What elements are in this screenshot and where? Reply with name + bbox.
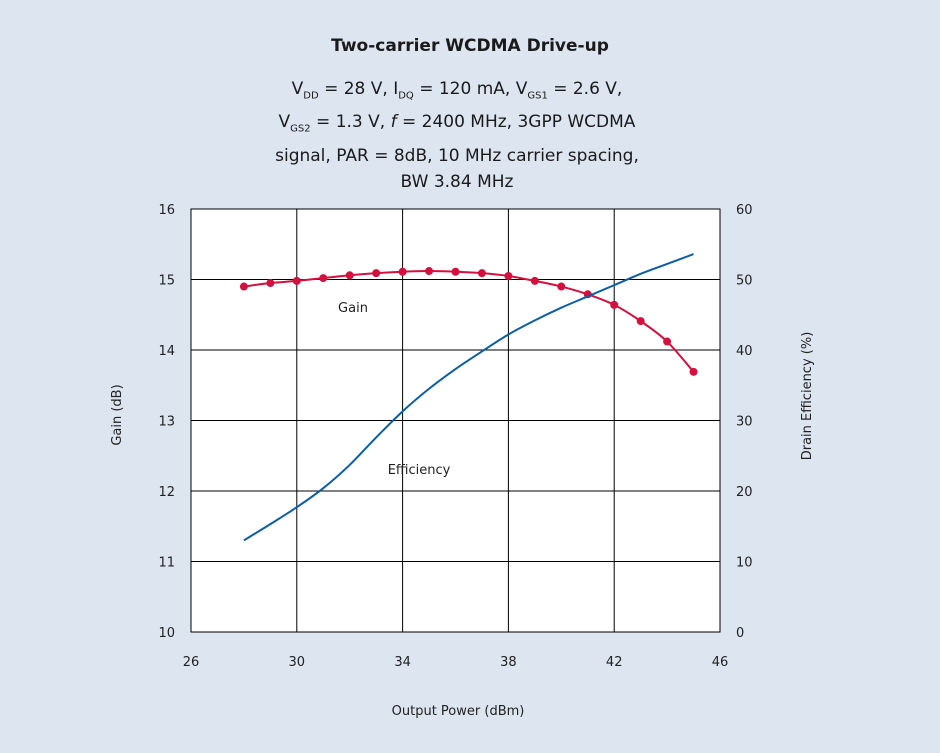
y-right-tick-label: 10 — [736, 556, 753, 571]
efficiency-series-label: Efficiency — [388, 463, 451, 478]
gain-point — [477, 269, 486, 278]
grid-lines — [191, 209, 720, 632]
y-left-tick-label: 16 — [158, 203, 175, 218]
x-tick-label: 38 — [500, 655, 517, 670]
gain-point — [398, 267, 407, 276]
series-layer — [239, 253, 698, 542]
gain-point — [345, 271, 354, 280]
y-right-tick-label: 60 — [736, 203, 753, 218]
y-left-tick-label: 13 — [158, 415, 175, 430]
y-left-tick-label: 10 — [158, 626, 175, 641]
gain-point — [663, 337, 672, 346]
subtitle-line-1: VDD = 28 V, IDQ = 120 mA, VGS1 = 2.6 V, — [291, 79, 623, 102]
x-axis-label: Output Power (dBm) — [392, 704, 525, 719]
y-right-tick-label: 30 — [736, 415, 753, 430]
subtitle-line-4: BW 3.84 MHz — [400, 171, 514, 192]
y-left-tick-label: 12 — [158, 485, 175, 500]
gain-point — [504, 271, 513, 280]
x-tick-label: 30 — [289, 655, 306, 670]
gain-point — [636, 317, 645, 326]
y-right-tick-label: 0 — [736, 626, 744, 641]
tick-labels: 26 30 34 38 42 46 10 11 12 13 14 15 16 0 10 20 30 40 50 60 — [158, 203, 752, 670]
y-left-tick-label: 14 — [158, 344, 175, 359]
plot-frame — [190, 208, 721, 633]
x-tick-label: 26 — [183, 655, 200, 670]
y-left-tick-label: 15 — [158, 274, 175, 289]
subtitle-line-2: VGS2 = 1.3 V, f = 2400 MHz, 3GPP WCDMA — [278, 112, 636, 135]
chart-subtitle: VDD = 28 V, IDQ = 120 mA, VGS1 = 2.6 V, … — [0, 76, 914, 195]
gain-point — [530, 276, 539, 285]
subtitle-line-3: signal, PAR = 8dB, 10 MHz carrier spacin… — [275, 145, 639, 166]
y-left-tick-label: 11 — [158, 556, 175, 571]
gain-point — [425, 267, 434, 276]
gain-point — [372, 269, 381, 278]
gain-point — [319, 274, 328, 283]
y-right-tick-label: 50 — [736, 274, 753, 289]
x-tick-label: 42 — [606, 655, 623, 670]
gain-point — [451, 267, 460, 276]
x-tick-label: 46 — [712, 655, 729, 670]
efficiency-line — [243, 253, 694, 542]
gain-series-label: Gain — [338, 301, 368, 316]
gain-point — [292, 276, 301, 285]
gain-point — [689, 367, 698, 376]
y-right-tick-label: 40 — [736, 344, 753, 359]
x-tick-label: 34 — [394, 655, 411, 670]
y-axis-left-label: Gain (dB) — [110, 384, 125, 445]
gain-point — [266, 279, 275, 288]
y-right-tick-label: 20 — [736, 485, 753, 500]
gain-point — [610, 300, 619, 309]
gain-point — [239, 282, 248, 291]
gain-point — [557, 282, 566, 291]
chart-title: Two-carrier WCDMA Drive-up — [331, 36, 609, 56]
y-axis-right-label: Drain Efficiency (%) — [800, 332, 815, 461]
